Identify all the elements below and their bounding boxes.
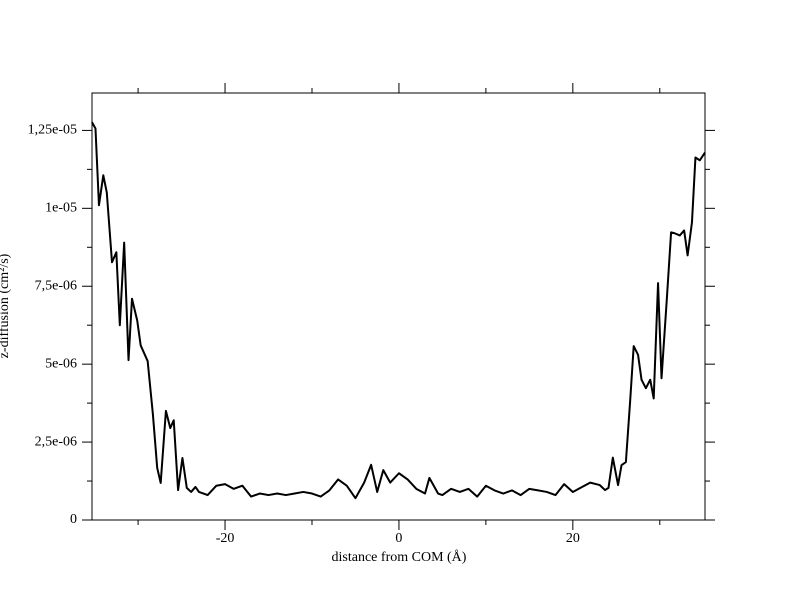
y-axis-label: z-diffusion (cm²/s) xyxy=(0,253,12,358)
data-line xyxy=(91,121,706,500)
x-tick-label: 20 xyxy=(566,531,580,546)
x-tick-label: 0 xyxy=(395,531,402,546)
x-tick-label: -20 xyxy=(216,531,235,546)
y-tick-label: 0 xyxy=(70,512,77,527)
y-tick-label: 7,5e-06 xyxy=(35,278,77,293)
y-tick-label: 5e-06 xyxy=(45,356,77,371)
y-tick-label: 1,25e-05 xyxy=(28,123,77,138)
x-axis-label: distance from COM (Å) xyxy=(332,549,467,565)
y-tick-label: 1e-05 xyxy=(45,201,77,216)
y-tick-label: 2,5e-06 xyxy=(35,434,77,449)
plot-frame xyxy=(91,92,706,521)
